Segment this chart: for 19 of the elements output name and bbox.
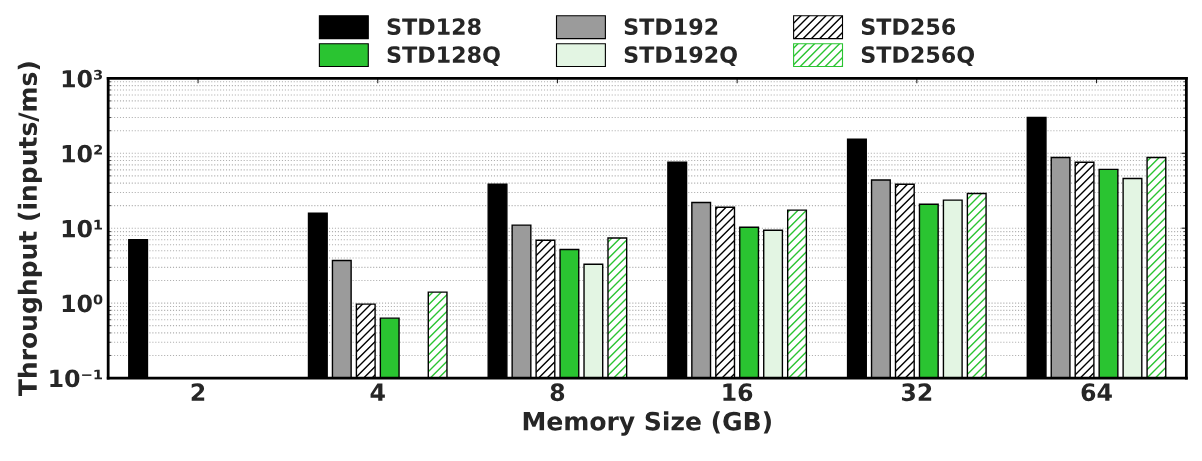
legend-label: STD128Q bbox=[387, 46, 500, 66]
y-tick-label: 10¹ bbox=[62, 219, 102, 238]
legend-label: STD128 bbox=[387, 18, 481, 35]
legend-label: STD256Q bbox=[861, 46, 975, 66]
y-tick-label: 10⁰ bbox=[62, 294, 103, 313]
x-axis-title: Memory Size (GB) bbox=[523, 411, 771, 436]
y-tick-label: 10⁻¹ bbox=[50, 369, 102, 388]
x-tick-label: 4 bbox=[370, 383, 385, 401]
x-tick-label: 16 bbox=[723, 383, 753, 402]
x-tick-label: 32 bbox=[901, 383, 932, 402]
y-tick-label: 10³ bbox=[62, 69, 103, 88]
y-axis-title: Throughput (inputs/ms) bbox=[17, 62, 43, 397]
y-tick-label: 10² bbox=[62, 144, 102, 163]
x-tick-label: 8 bbox=[550, 383, 565, 402]
legend-label: STD192 bbox=[624, 18, 718, 35]
legend-label: STD256 bbox=[861, 18, 956, 35]
x-tick-label: 64 bbox=[1081, 383, 1112, 402]
x-tick-label: 2 bbox=[191, 383, 205, 401]
legend-label: STD192Q bbox=[624, 46, 737, 66]
